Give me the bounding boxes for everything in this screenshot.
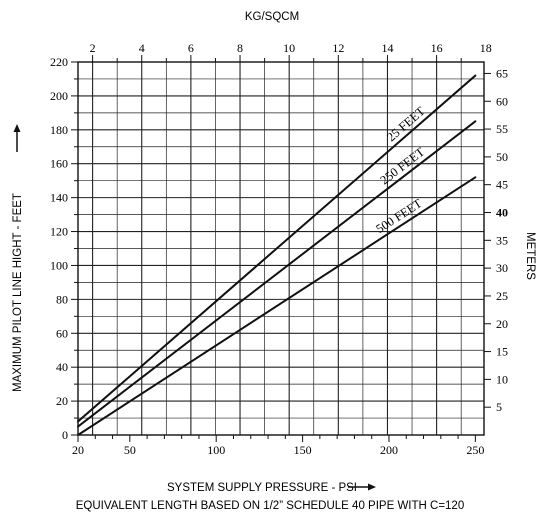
series-label: 25 FEET bbox=[384, 104, 428, 145]
top-tick-label: 2 bbox=[90, 41, 96, 55]
right-axis-title: METERS bbox=[524, 232, 536, 280]
series-line bbox=[77, 176, 477, 436]
y-axis-arrow-icon bbox=[13, 124, 21, 152]
grid bbox=[78, 62, 484, 435]
right-tick-label: 5 bbox=[496, 400, 502, 414]
right-tick-label: 65 bbox=[496, 66, 508, 80]
top-tick-label: 12 bbox=[332, 41, 344, 55]
y-tick-label: 100 bbox=[50, 258, 68, 272]
y-tick-label: 120 bbox=[50, 225, 68, 239]
y-tick-label: 200 bbox=[50, 89, 68, 103]
right-tick-label: 55 bbox=[496, 122, 508, 136]
y-tick-label: 20 bbox=[56, 394, 68, 408]
top-tick-label: 8 bbox=[237, 41, 243, 55]
y-axis-title-group: MAXIMUM PILOT LINE HIGHT - FEET bbox=[12, 124, 24, 392]
top-tick-label: 14 bbox=[381, 41, 393, 55]
right-tick-label: 60 bbox=[496, 94, 508, 108]
right-tick-label: 35 bbox=[496, 233, 508, 247]
x-tick-label: 150 bbox=[294, 443, 312, 457]
y-tick-label: 160 bbox=[50, 157, 68, 171]
x-axis-title-group: SYSTEM SUPPLY PRESSURE - PSI bbox=[167, 482, 376, 494]
top-tick-label: 18 bbox=[480, 41, 492, 55]
y-tick-label: 140 bbox=[50, 191, 68, 205]
x-tick-label: 200 bbox=[380, 443, 398, 457]
y-tick-label: 180 bbox=[50, 123, 68, 137]
series-lines bbox=[77, 74, 477, 436]
right-tick-label: 40 bbox=[496, 206, 508, 220]
series-line bbox=[77, 74, 477, 423]
y-tick-label: 0 bbox=[62, 428, 68, 442]
x-tick-label: 100 bbox=[207, 443, 225, 457]
right-tick-label: 50 bbox=[496, 150, 508, 164]
top-tick-label: 6 bbox=[188, 41, 194, 55]
right-tick-label: 10 bbox=[496, 372, 508, 386]
right-tick-label: 20 bbox=[496, 317, 508, 331]
x-tick-label: 50 bbox=[124, 443, 136, 457]
y-tick-label: 80 bbox=[56, 292, 68, 306]
right-tick-label: 30 bbox=[496, 261, 508, 275]
axis-ticks bbox=[71, 55, 491, 442]
top-tick-label: 10 bbox=[283, 41, 295, 55]
top-axis-title: KG/SQCM bbox=[245, 11, 299, 23]
y-axis-title: MAXIMUM PILOT LINE HIGHT - FEET bbox=[12, 193, 24, 392]
y-tick-label: 40 bbox=[56, 360, 68, 374]
x-tick-label: 250 bbox=[466, 443, 484, 457]
y-tick-label: 60 bbox=[56, 326, 68, 340]
x-tick-label: 20 bbox=[72, 443, 84, 457]
top-tick-label: 16 bbox=[431, 41, 443, 55]
series-line bbox=[77, 120, 477, 428]
right-tick-label: 15 bbox=[496, 345, 508, 359]
top-tick-label: 4 bbox=[139, 41, 145, 55]
chart-subtitle: EQUIVALENT LENGTH BASED ON 1/2” SCHEDULE… bbox=[76, 500, 464, 512]
right-tick-label: 45 bbox=[496, 178, 508, 192]
right-tick-label: 25 bbox=[496, 289, 508, 303]
y-tick-label: 220 bbox=[50, 55, 68, 69]
x-axis-arrow-icon bbox=[348, 483, 376, 491]
x-axis-title: SYSTEM SUPPLY PRESSURE - PSI bbox=[167, 482, 357, 494]
